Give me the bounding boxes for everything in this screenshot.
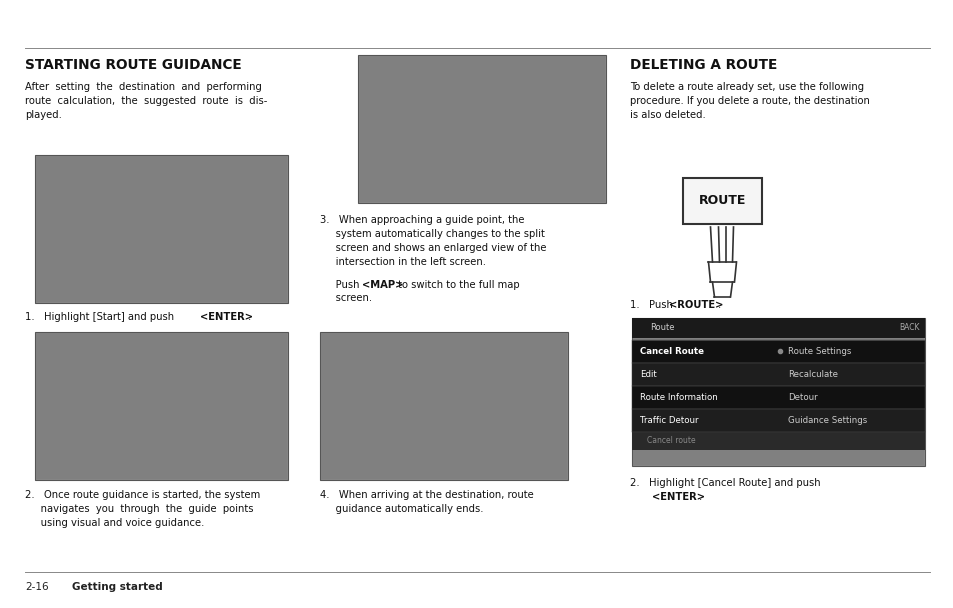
Text: <ENTER>: <ENTER> xyxy=(200,312,253,322)
Text: Traffic Detour: Traffic Detour xyxy=(639,416,698,425)
Bar xyxy=(36,333,287,479)
Text: 2.   Highlight [Cancel Route] and push: 2. Highlight [Cancel Route] and push xyxy=(629,478,820,488)
Text: To delete a route already set, use the following
procedure. If you delete a rout: To delete a route already set, use the f… xyxy=(629,82,869,120)
Bar xyxy=(35,332,288,480)
Text: <ENTER>: <ENTER> xyxy=(651,492,704,502)
Text: Getting started: Getting started xyxy=(71,582,163,592)
FancyBboxPatch shape xyxy=(682,178,761,224)
Bar xyxy=(319,332,567,480)
Text: 4.   When arriving at the destination, route
     guidance automatically ends.: 4. When arriving at the destination, rou… xyxy=(319,490,533,514)
Text: Guidance Settings: Guidance Settings xyxy=(787,416,866,425)
Bar xyxy=(631,318,924,466)
Text: <ROUTE>: <ROUTE> xyxy=(668,300,722,310)
Text: <MAP>: <MAP> xyxy=(361,280,403,290)
Text: Route Information: Route Information xyxy=(639,393,717,402)
Bar xyxy=(631,363,924,386)
Bar xyxy=(631,386,924,409)
Text: Route: Route xyxy=(649,323,674,333)
Text: Recalculate: Recalculate xyxy=(787,370,837,379)
Bar xyxy=(35,155,288,303)
Bar xyxy=(631,409,924,432)
Text: Route Settings: Route Settings xyxy=(787,347,850,356)
Bar xyxy=(633,319,923,465)
Text: Push: Push xyxy=(319,280,362,290)
Bar xyxy=(36,156,287,302)
Text: .: . xyxy=(248,312,251,322)
Text: After  setting  the  destination  and  performing
route  calculation,  the  sugg: After setting the destination and perfor… xyxy=(25,82,267,120)
Bar xyxy=(631,318,924,338)
Text: Edit: Edit xyxy=(639,370,656,379)
Text: 1.   Push: 1. Push xyxy=(629,300,676,310)
Text: to switch to the full map: to switch to the full map xyxy=(395,280,519,290)
Text: .: . xyxy=(699,492,701,502)
Bar xyxy=(631,340,924,363)
Text: ROUTE: ROUTE xyxy=(699,195,745,207)
Bar xyxy=(358,56,604,202)
Text: DELETING A ROUTE: DELETING A ROUTE xyxy=(629,58,777,72)
Text: screen.: screen. xyxy=(319,293,372,303)
Text: BACK: BACK xyxy=(899,323,919,333)
Text: Detour: Detour xyxy=(787,393,817,402)
Text: 1.   Highlight [Start] and push: 1. Highlight [Start] and push xyxy=(25,312,177,322)
Bar xyxy=(357,55,605,203)
Text: 3.   When approaching a guide point, the
     system automatically changes to th: 3. When approaching a guide point, the s… xyxy=(319,215,546,267)
Text: Cancel Route: Cancel Route xyxy=(639,347,703,356)
Text: 2.   Once route guidance is started, the system
     navigates  you  through  th: 2. Once route guidance is started, the s… xyxy=(25,490,260,528)
Text: Cancel route: Cancel route xyxy=(646,437,695,446)
Text: .: . xyxy=(718,300,720,310)
Bar xyxy=(320,333,566,479)
Text: STARTING ROUTE GUIDANCE: STARTING ROUTE GUIDANCE xyxy=(25,58,241,72)
Text: 2-16: 2-16 xyxy=(25,582,49,592)
Bar xyxy=(631,432,924,450)
